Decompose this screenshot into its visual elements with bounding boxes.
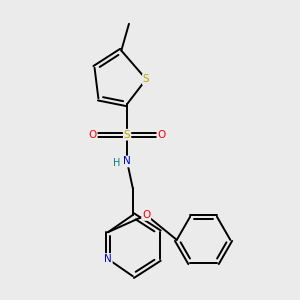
- Text: O: O: [157, 130, 166, 140]
- Text: N: N: [104, 254, 112, 264]
- Text: S: S: [124, 130, 130, 140]
- Text: H: H: [113, 158, 120, 168]
- Text: O: O: [142, 210, 150, 220]
- Text: S: S: [143, 74, 149, 84]
- Text: O: O: [88, 130, 97, 140]
- Text: N: N: [123, 157, 131, 166]
